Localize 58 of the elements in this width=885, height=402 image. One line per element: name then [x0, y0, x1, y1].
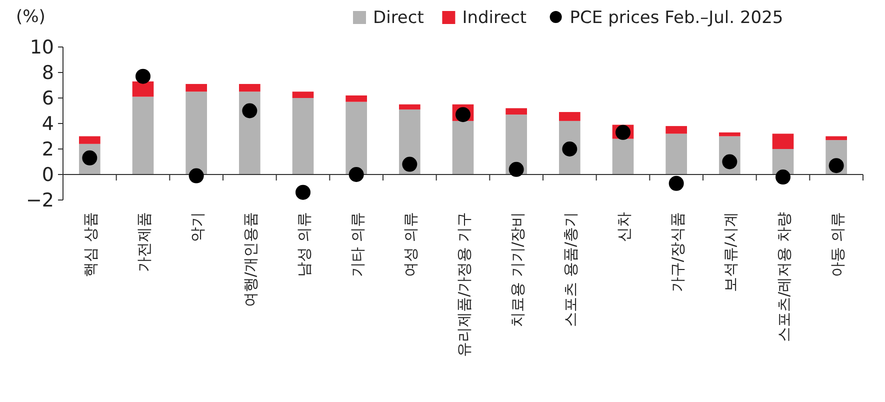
y-tick-label: 2 — [42, 138, 54, 161]
x-tick-label: 악기 — [188, 212, 206, 242]
x-tick-label: 남성 의류 — [295, 212, 313, 277]
point — [402, 156, 418, 172]
point — [616, 124, 630, 140]
bar — [559, 112, 580, 121]
point — [242, 103, 258, 118]
bar — [772, 134, 794, 149]
legend-label: Direct — [373, 8, 424, 28]
x-tick-label: 신차 — [615, 212, 633, 242]
bar — [452, 120, 474, 174]
bar — [612, 138, 634, 174]
x-tick-label: 가전제품 — [135, 212, 153, 272]
point — [296, 184, 310, 200]
bar — [292, 92, 314, 98]
bar — [186, 84, 207, 92]
point — [136, 68, 150, 84]
bar — [666, 126, 687, 134]
point — [508, 162, 524, 177]
bar — [346, 95, 367, 102]
x-tick-label: 치료용 기기/장비 — [508, 212, 526, 327]
bar — [292, 98, 314, 174]
bar — [719, 132, 740, 136]
y-tick-label: −2 — [26, 190, 54, 212]
bar — [346, 102, 367, 174]
point — [776, 170, 790, 185]
x-tick-label: 가구/장식품 — [668, 212, 686, 292]
x-tick-label: 스포츠/레저용 차량 — [775, 212, 793, 342]
x-tick-label: 기타 의류 — [348, 212, 366, 277]
point — [348, 167, 364, 182]
bar — [666, 134, 687, 174]
bar — [826, 136, 847, 140]
x-tick-label: 핵심 상품 — [82, 212, 100, 277]
bar — [506, 108, 527, 115]
y-tick-label: 10 — [30, 36, 54, 59]
y-tick-label: 0 — [42, 164, 54, 186]
bar — [132, 81, 154, 97]
x-tick-label: 유리제품/가정용 기구 — [455, 212, 473, 357]
legend-label: Indirect — [462, 8, 527, 28]
x-tick-label: 스포츠 용품/총기 — [562, 212, 580, 327]
bar — [132, 96, 154, 174]
bar — [239, 92, 260, 174]
bar — [239, 84, 260, 92]
x-tick-label: 여행/개인용품 — [242, 212, 260, 308]
bar — [186, 92, 207, 174]
y-tick-label: 8 — [42, 62, 54, 84]
x-tick-label: 보석류/시계 — [722, 212, 740, 292]
y-tick-label: 4 — [42, 113, 54, 136]
x-tick-label: 아동 의류 — [828, 212, 846, 277]
legend-label: PCE prices Feb.–Jul. 2025 — [570, 8, 784, 28]
bar — [79, 136, 100, 144]
y-tick-label: 6 — [42, 88, 54, 110]
point — [668, 176, 684, 191]
point — [188, 168, 204, 184]
y-axis-title: (%) — [16, 7, 46, 27]
bar — [399, 104, 420, 110]
x-tick-label: 여성 의류 — [402, 212, 420, 277]
point — [828, 158, 844, 174]
